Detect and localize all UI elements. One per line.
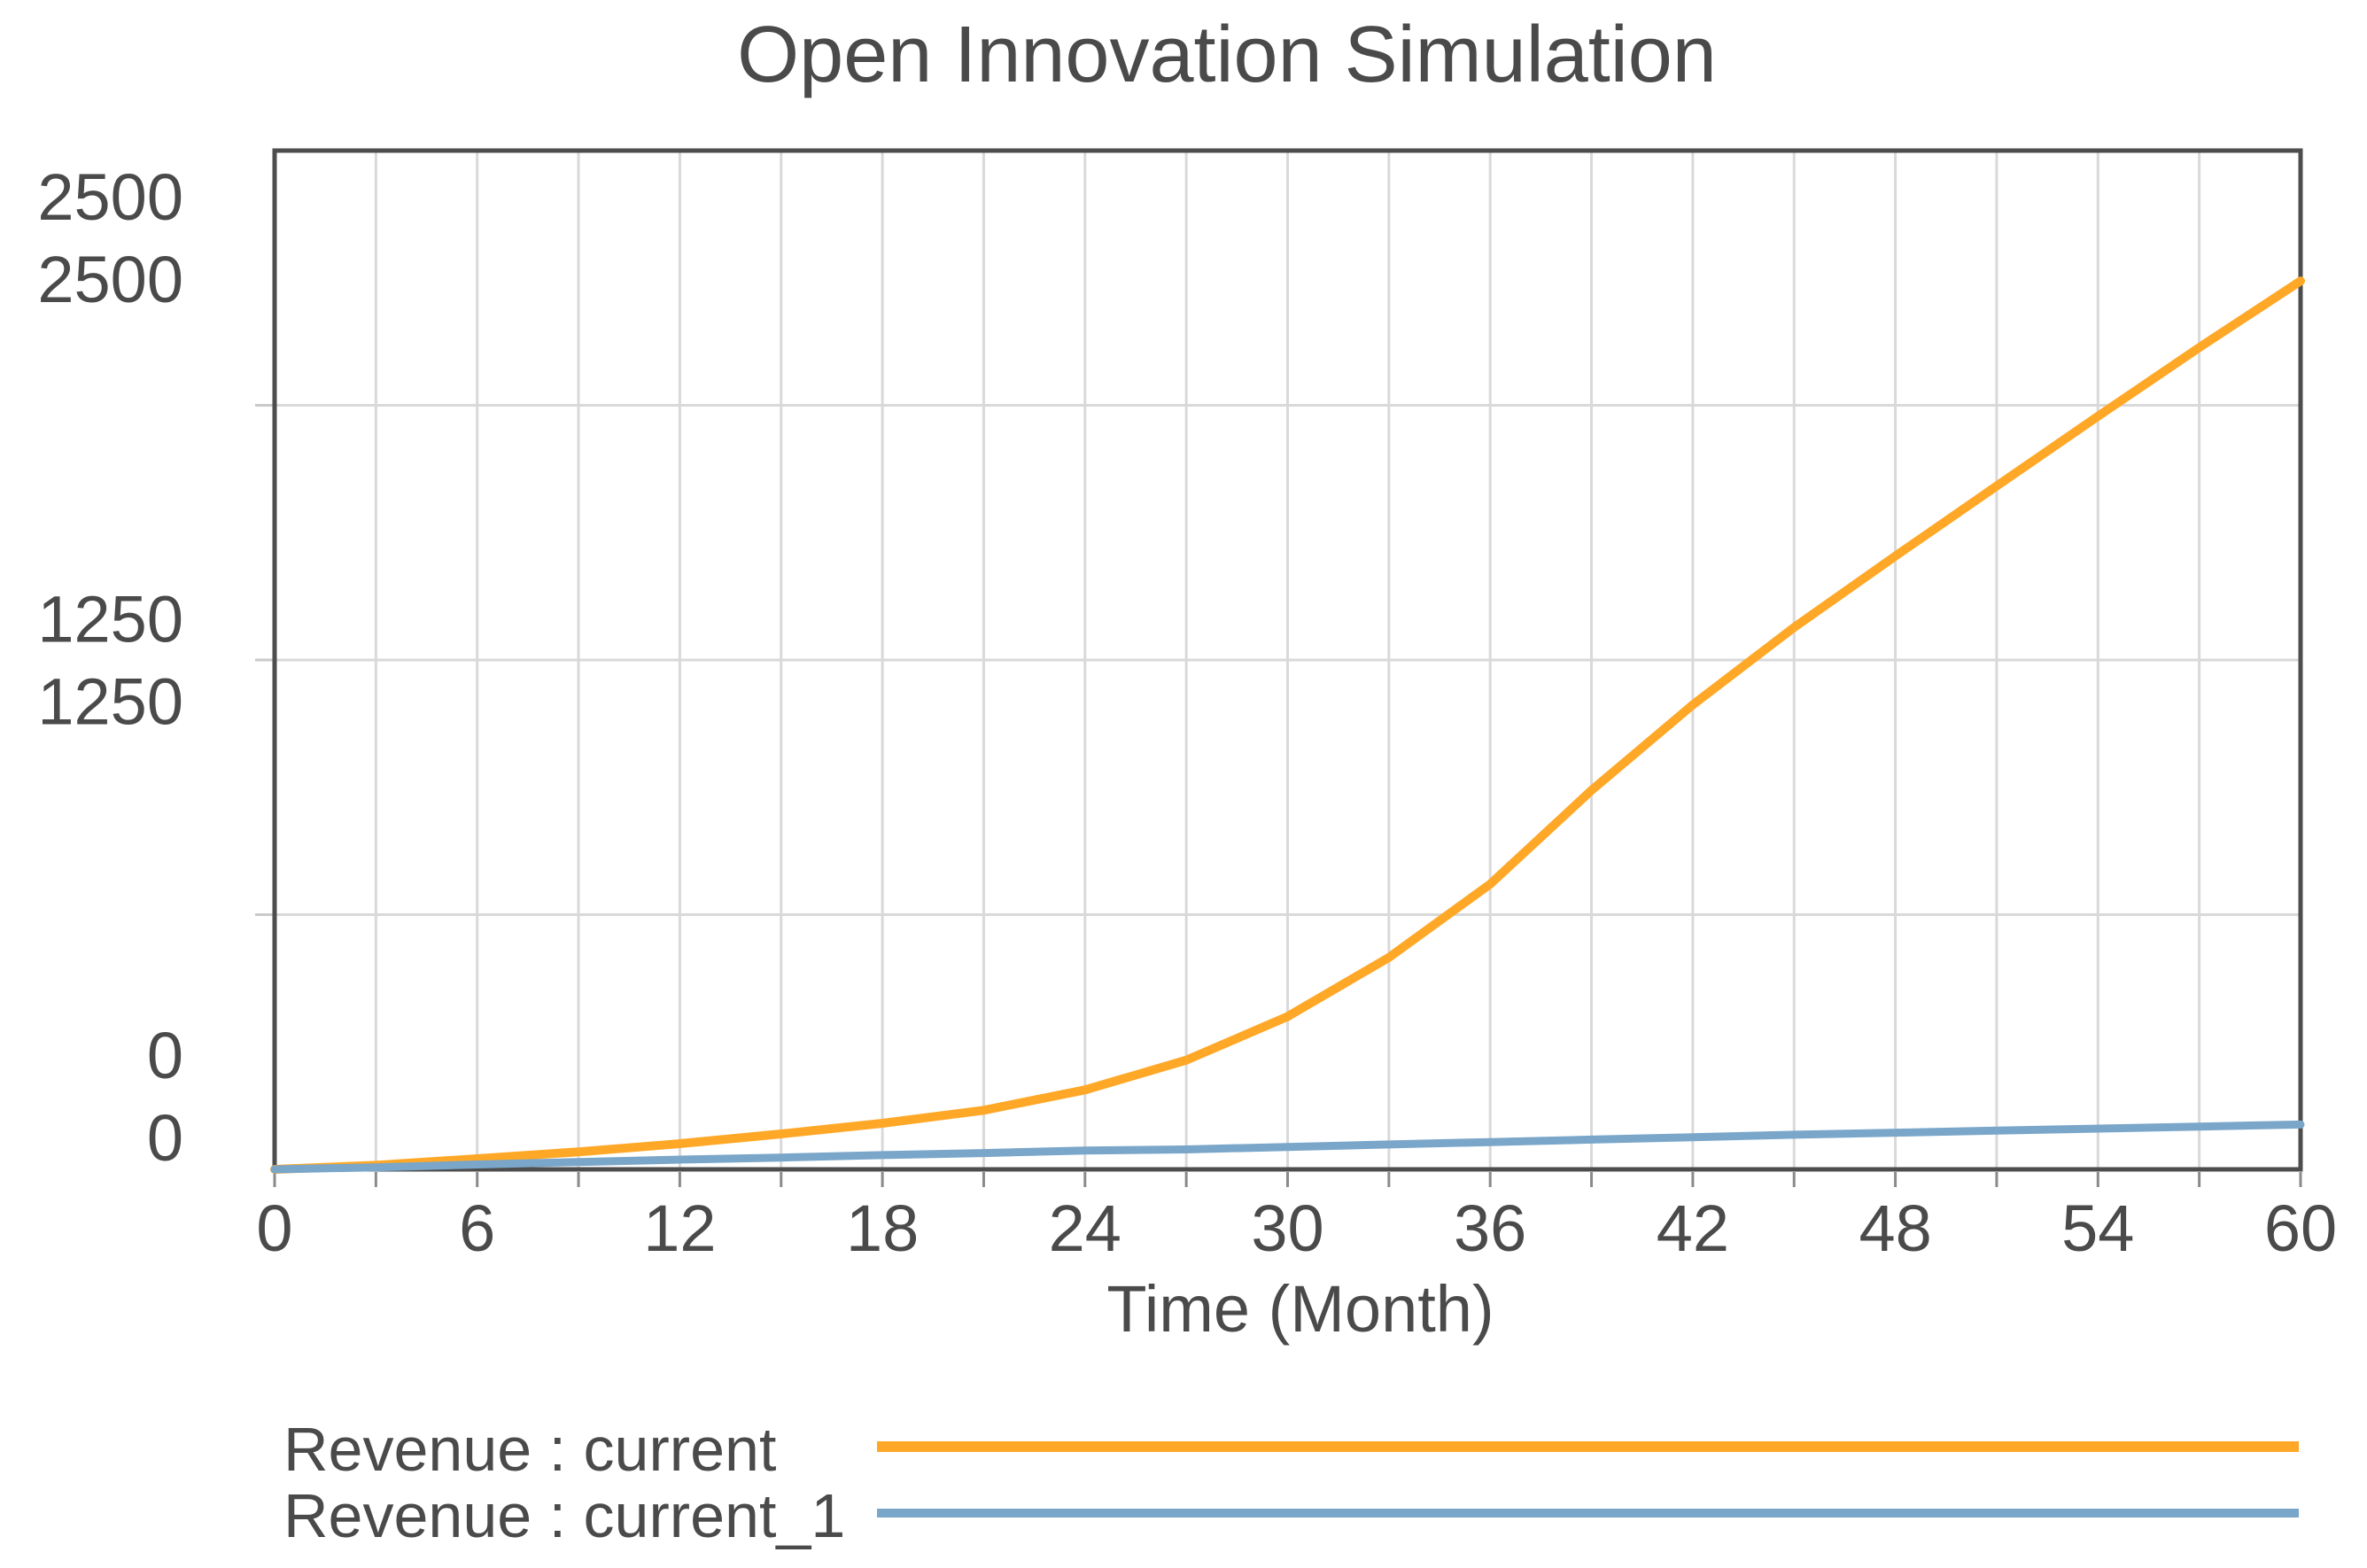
x-tick-label: 54	[2061, 1192, 2134, 1265]
plot-border	[272, 148, 2303, 1172]
y-tick-label-series2: 0	[147, 1101, 183, 1175]
x-tick-label: 6	[459, 1192, 495, 1265]
axis-ticks	[255, 404, 2302, 1187]
gridlines	[275, 151, 2301, 1169]
x-axis-title: Time (Month)	[1106, 1272, 1494, 1346]
legend-label-revenue-current: Revenue : current	[283, 1415, 776, 1484]
series-line-revenue-current-1	[270, 1120, 2305, 1174]
legend-label-revenue-current-1: Revenue : current_1	[283, 1481, 845, 1550]
x-tick-label: 36	[1454, 1192, 1526, 1265]
y-tick-label-series1: 2500	[37, 160, 183, 234]
x-tick-label: 24	[1049, 1192, 1121, 1265]
x-tick-label: 18	[846, 1192, 919, 1265]
y-tick-label-series2: 2500	[37, 243, 183, 316]
series-line-revenue-current	[270, 276, 2305, 1174]
x-tick-label: 12	[643, 1192, 716, 1265]
x-tick-label: 42	[1657, 1192, 1729, 1265]
y-tick-label-series2: 1250	[37, 665, 183, 739]
x-tick-label: 30	[1251, 1192, 1323, 1265]
y-tick-label-series1: 0	[147, 1019, 183, 1092]
x-tick-label: 60	[2264, 1192, 2337, 1265]
x-axis-labels: 0 6 12 18 24 30 36 42 48 54 60	[256, 1192, 2337, 1265]
legend-item-revenue-current[interactable]: Revenue : current	[283, 1415, 2299, 1484]
x-tick-label: 48	[1859, 1192, 1931, 1265]
legend-item-revenue-current-1[interactable]: Revenue : current_1	[283, 1481, 2299, 1550]
legend: Revenue : current Revenue : current_1	[283, 1415, 2299, 1550]
x-tick-label: 0	[256, 1192, 292, 1265]
y-axis-labels: 0 0 1250 1250 2500 2500	[37, 160, 183, 1175]
chart-title: Open Innovation Simulation	[737, 11, 1717, 99]
y-tick-label-series1: 1250	[37, 583, 183, 656]
